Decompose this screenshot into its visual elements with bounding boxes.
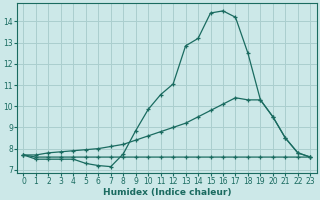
X-axis label: Humidex (Indice chaleur): Humidex (Indice chaleur)	[103, 188, 231, 197]
